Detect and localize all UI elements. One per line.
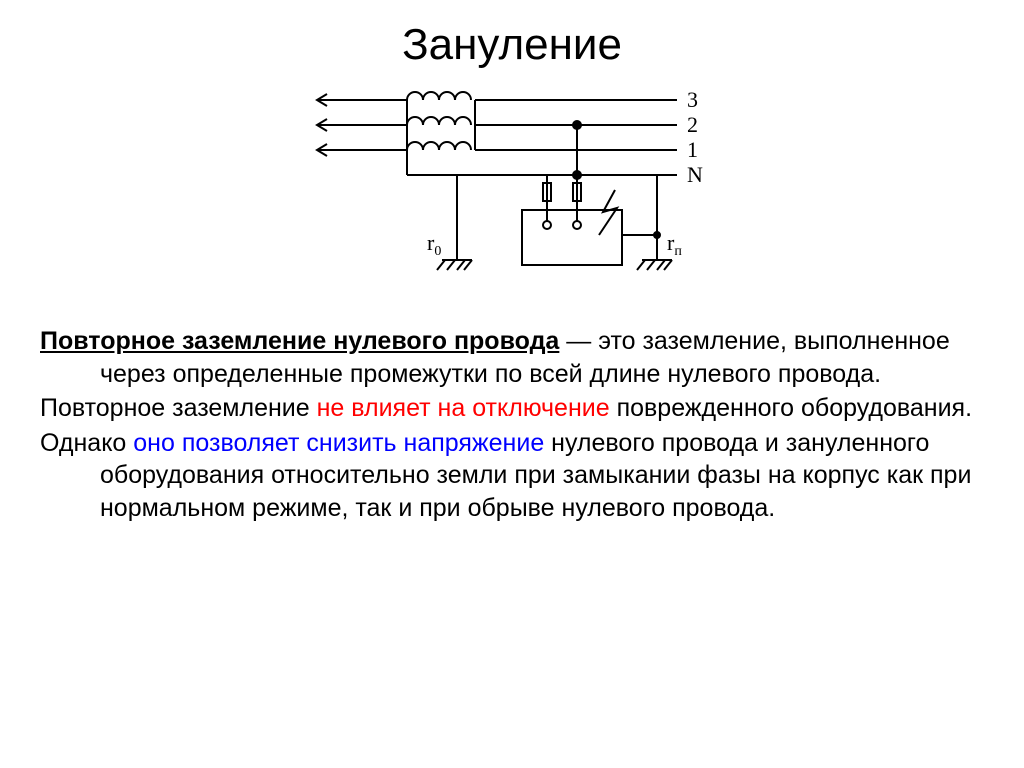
svg-text:r0: r0: [427, 230, 441, 259]
paragraph-1: Повторное заземление нулевого провода — …: [40, 325, 984, 390]
svg-text:rп: rп: [667, 230, 682, 259]
paragraph-3: Однако оно позволяет снизить напряжение …: [40, 427, 984, 525]
svg-text:N: N: [687, 162, 703, 187]
highlight-red: не влияет на отключение: [317, 394, 610, 422]
page-title: Зануление: [40, 20, 984, 70]
svg-text:1: 1: [687, 137, 698, 162]
highlight-blue: оно позволяет снизить напряжение: [133, 429, 544, 457]
body-text: Повторное заземление нулевого провода — …: [40, 325, 984, 524]
circuit-diagram: 3 2 1 N r0 rп: [40, 80, 984, 305]
term: Повторное заземление нулевого провода: [40, 327, 559, 355]
paragraph-2: Повторное заземление не влияет на отключ…: [40, 392, 984, 425]
svg-text:2: 2: [687, 112, 698, 137]
svg-text:3: 3: [687, 87, 698, 112]
